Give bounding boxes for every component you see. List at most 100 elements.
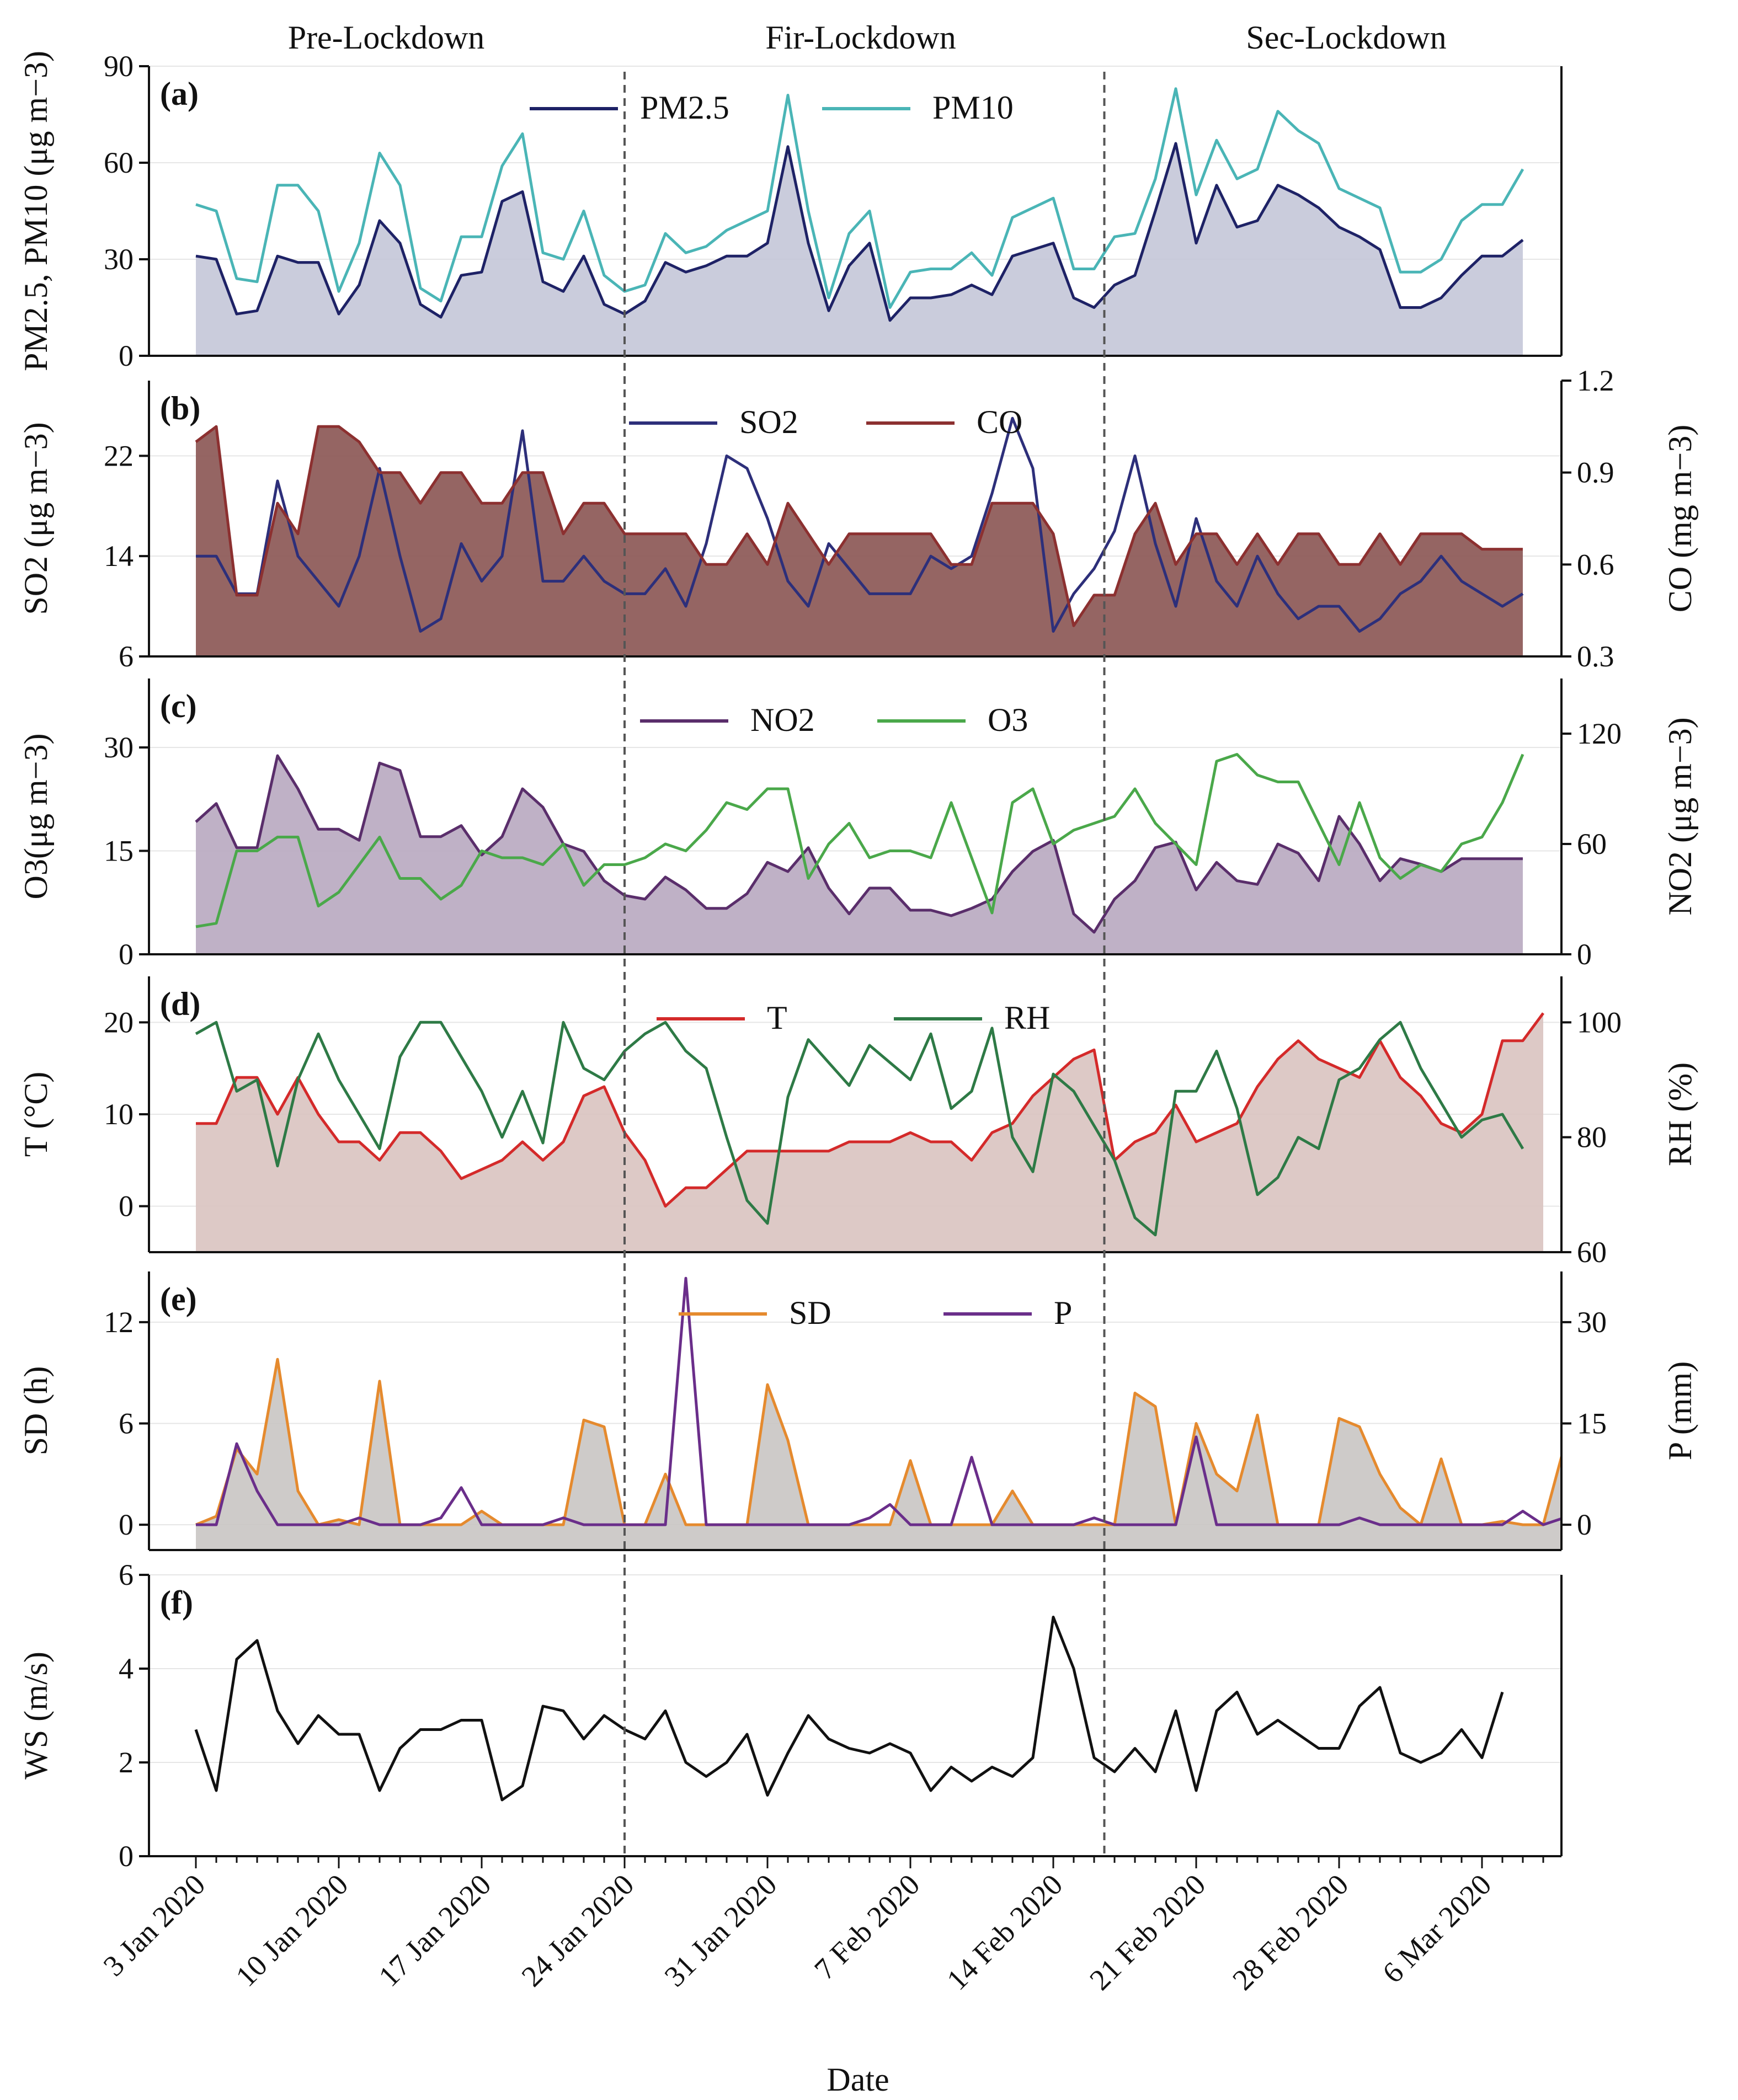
period-label-fir-lockdown: Fir-Lockdown: [765, 19, 956, 56]
left-tick-label: 0: [119, 1508, 134, 1541]
left-tick-label: 90: [104, 50, 134, 83]
panel-a: 0 30 60 90 (a) PM2.5, PM10 (μg m−3) PM2.5 PM10: [18, 50, 1563, 372]
left-tick-label: 12: [104, 1306, 134, 1339]
left-tick-label: 30: [104, 731, 134, 764]
left-ticks: 0 15 30: [104, 731, 149, 971]
left-axis-title: SD (h): [18, 1366, 54, 1456]
left-tick-label: 4: [119, 1652, 134, 1685]
panel-label: (f): [160, 1584, 193, 1621]
left-tick-label: 6: [119, 1558, 134, 1591]
legend: PM2.5 PM10: [530, 89, 1014, 126]
left-tick-label: 30: [104, 243, 134, 276]
left-ticks: 6 14 22: [104, 439, 149, 673]
series-area-pm25: [196, 143, 1523, 356]
right-tick-label: 100: [1577, 1006, 1622, 1039]
right-tick-label: 120: [1577, 717, 1622, 750]
panel-f: 0 2 4 6 (f) WS (m/s): [18, 1558, 1563, 1873]
panel-series: [195, 87, 1524, 356]
legend-label-pm10: PM10: [932, 89, 1014, 126]
right-tick-label: 60: [1577, 1236, 1607, 1269]
left-tick-label: 6: [119, 640, 134, 673]
series-line-rh: [195, 1020, 1524, 1237]
legend: NO2 O3: [640, 702, 1028, 738]
period-label-sec-lockdown: Sec-Lockdown: [1246, 19, 1446, 56]
left-tick-label: 6: [119, 1407, 134, 1440]
left-tick-label: 0: [119, 1840, 134, 1873]
series-line-ws: [194, 1616, 1504, 1802]
series-area-co: [196, 426, 1523, 656]
series-area-t: [196, 1013, 1543, 1252]
left-tick-label: 0: [119, 1190, 134, 1223]
legend-label-pm25: PM2.5: [640, 89, 729, 126]
right-tick-label: 60: [1577, 827, 1607, 861]
left-ticks: 0 10 20: [104, 1006, 149, 1223]
left-axis-title: O3(μg m−3): [18, 734, 54, 900]
series-line-sd: [195, 1358, 1561, 1526]
right-ticks: 0.3 0.6 0.9 1.2: [1561, 364, 1614, 673]
right-tick-label: 0.6: [1577, 548, 1614, 581]
left-tick-label: 14: [104, 539, 134, 573]
right-tick-label: 80: [1577, 1121, 1607, 1154]
panel-label: (d): [160, 986, 200, 1022]
right-tick-label: 0.3: [1577, 640, 1614, 673]
right-ticks: 0 60 120: [1561, 717, 1622, 971]
left-tick-label: 10: [104, 1098, 134, 1131]
panel-series: [195, 753, 1524, 954]
series-line-co: [195, 425, 1523, 627]
left-tick-label: 0: [119, 938, 134, 971]
left-ticks: 0 2 4 6: [119, 1558, 149, 1873]
legend-label-t: T: [767, 1000, 787, 1036]
legend-label-so2: SO2: [739, 404, 798, 440]
series-line-o3: [195, 753, 1524, 928]
legend-label-sd: SD: [789, 1295, 831, 1331]
left-axis-title: SO2 (μg m−3): [18, 422, 54, 614]
left-axis-title: WS (m/s): [18, 1652, 54, 1780]
right-axis-title: NO2 (μg m−3): [1662, 717, 1698, 915]
right-tick-label: 15: [1577, 1407, 1607, 1440]
series-area-sd: [196, 1359, 1561, 1550]
left-tick-label: 15: [104, 835, 134, 868]
left-axis-title: PM2.5, PM10 (μg m−3): [18, 51, 54, 371]
panel-series: [195, 416, 1524, 656]
panel-b: 6 14 22 0.3 0.6 0.9 1.2 (b) SO2 (μg m−3) CO (mg m…: [18, 364, 1698, 673]
panel-series: [195, 1276, 1561, 1550]
lockdown-dividers: [623, 72, 1106, 1856]
series-line-t: [196, 1012, 1545, 1208]
left-axis-title: T (°C): [18, 1072, 54, 1157]
left-tick-label: 20: [104, 1006, 134, 1039]
right-axis-title: RH (%): [1662, 1062, 1698, 1166]
left-ticks: 0 6 12: [104, 1306, 149, 1541]
series-line-no2: [195, 754, 1523, 934]
panel-series: [195, 1012, 1545, 1252]
panel-e: 0 6 12 0 15 30 (e) SD (h) P (mm) SD P: [18, 1271, 1698, 1551]
legend-label-rh: RH: [1004, 1000, 1050, 1036]
series-line-pm25: [195, 142, 1524, 322]
x-axis-title: Date: [827, 2061, 889, 2098]
legend-label-o3: O3: [988, 702, 1028, 738]
series-line-pm10: [195, 87, 1524, 309]
panel-series: [194, 1616, 1504, 1802]
series-area-no2: [196, 756, 1523, 954]
series-line-so2: [196, 416, 1524, 633]
legend-label-co: CO: [977, 404, 1022, 440]
left-tick-label: 2: [119, 1746, 134, 1779]
legend-label-no2: NO2: [750, 702, 815, 738]
right-tick-label: 0: [1577, 938, 1592, 971]
left-tick-label: 22: [104, 439, 134, 472]
legend-label-p: P: [1054, 1295, 1072, 1331]
panel-label: (e): [160, 1281, 197, 1317]
legend: SD P: [679, 1295, 1072, 1331]
left-tick-label: 0: [119, 339, 134, 372]
panel-c: 0 15 30 0 60 120 (c) O3(μg m−3) NO2 (μg m−3) NO2 O…: [18, 678, 1698, 971]
right-tick-label: 0.9: [1577, 456, 1614, 489]
panel-d: 0 10 20 60 80 100 (d) T (°C) RH (%) T RH: [18, 976, 1698, 1269]
panel-label: (b): [160, 390, 200, 426]
right-ticks: 60 80 100: [1561, 1006, 1622, 1269]
period-label-pre-lockdown: Pre-Lockdown: [288, 19, 485, 56]
legend: SO2 CO: [629, 404, 1022, 440]
right-axis-title: CO (mg m−3): [1662, 425, 1698, 613]
right-tick-label: 30: [1577, 1306, 1607, 1339]
right-axis-title: P (mm): [1662, 1361, 1698, 1460]
